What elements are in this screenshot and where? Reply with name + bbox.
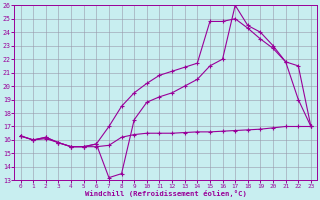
X-axis label: Windchill (Refroidissement éolien,°C): Windchill (Refroidissement éolien,°C) — [85, 190, 247, 197]
